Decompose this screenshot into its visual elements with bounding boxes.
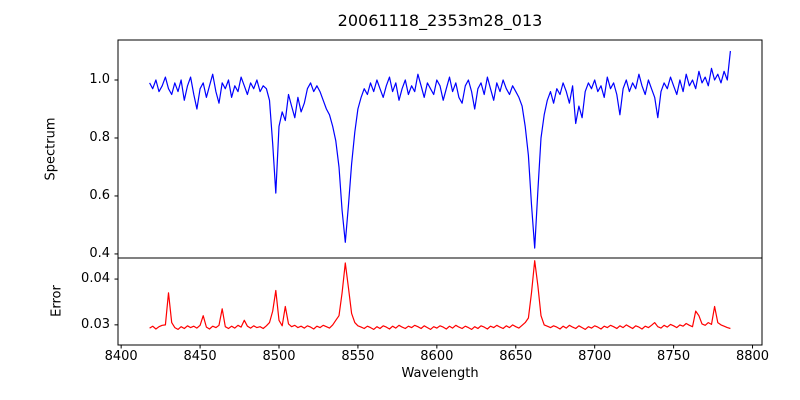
x-tick-label: 8700 [578, 349, 612, 364]
y-tick-label: 0.4 [89, 245, 110, 261]
x-tick-label: 8400 [104, 349, 138, 364]
x-tick-label: 8800 [735, 349, 770, 364]
y-tick-label: 0.03 [81, 316, 110, 332]
x-tick-label: 8450 [183, 349, 217, 364]
y-tick-label: 0.04 [81, 271, 110, 287]
x-axis-label: Wavelength [401, 366, 479, 381]
y-tick-label: 1.0 [89, 72, 110, 87]
chart-title: 20061118_2353m28_013 [337, 11, 543, 30]
y-axis-label-error: Error [49, 285, 65, 317]
spectrum-flux-line [149, 50, 731, 249]
y-tick-label: 0.8 [89, 129, 110, 145]
x-tick-label: 8550 [341, 349, 375, 364]
x-tick-label: 8600 [420, 349, 454, 364]
x-tick-label: 8650 [499, 349, 533, 364]
spectrum-panel-frame [117, 39, 763, 259]
error-panel-frame [117, 257, 763, 346]
error-level-line [149, 260, 731, 330]
x-tick-label: 8500 [262, 349, 296, 364]
y-axis-label-spectrum: Spectrum [43, 117, 59, 181]
x-tick-label: 8750 [657, 349, 691, 364]
y-tick-label: 0.6 [89, 187, 110, 203]
